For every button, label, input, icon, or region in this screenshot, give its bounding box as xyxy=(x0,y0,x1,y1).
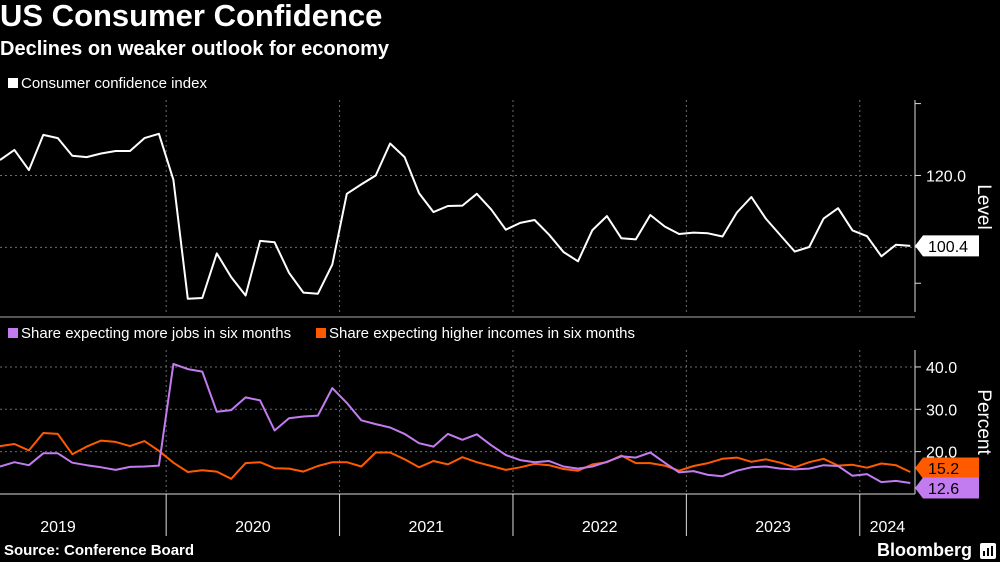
x-tick-label-2020: 2020 xyxy=(235,519,271,536)
top-y-ticks: 120.0 xyxy=(915,103,966,284)
brand-logo-text: Bloomberg xyxy=(876,540,972,560)
confidence-end-label-text: 100.4 xyxy=(928,239,968,256)
legend-label-confidence: Consumer confidence index xyxy=(21,75,207,92)
end-value-labels: 100.4 15.2 12.6 xyxy=(915,235,979,499)
bottom-y-axis-label: Percent xyxy=(973,389,994,455)
incomes-end-label-text: 15.2 xyxy=(928,461,959,478)
chart-subtitle: Declines on weaker outlook for economy xyxy=(0,38,389,60)
incomes-end-label: 15.2 xyxy=(915,457,979,479)
legend-label-jobs: Share expecting more jobs in six months xyxy=(21,325,291,342)
top-panel-grid xyxy=(0,100,915,312)
bottom-series xyxy=(0,363,911,484)
top-series xyxy=(0,132,911,300)
legend-swatch-jobs xyxy=(8,328,18,338)
chart-title: US Consumer Confidence xyxy=(0,0,383,33)
source-note: Source: Conference Board xyxy=(4,542,195,559)
consumer-confidence-line xyxy=(0,132,911,300)
top-ytick-label-0: 120.0 xyxy=(926,168,966,185)
incomes-end-label-bg xyxy=(915,457,979,479)
jobs-end-label-text: 12.6 xyxy=(928,481,959,498)
x-tick-label-2023: 2023 xyxy=(755,519,791,536)
bottom-ytick-label-0: 20.0 xyxy=(926,445,957,462)
x-tick-label-2024: 2024 xyxy=(870,519,906,536)
bottom-y-ticks: 20.0 30.0 40.0 xyxy=(915,360,957,462)
bottom-panel-grid xyxy=(0,350,915,494)
legend-swatch-confidence xyxy=(8,78,18,88)
jobs-end-label-bg xyxy=(915,477,979,499)
x-tick-label-2021: 2021 xyxy=(408,519,444,536)
legend-label-incomes: Share expecting higher incomes in six mo… xyxy=(329,325,635,342)
incomes-expectation-line xyxy=(0,432,911,480)
x-tick-label-2019: 2019 xyxy=(40,519,76,536)
jobs-expectation-line xyxy=(0,363,911,484)
bottom-ytick-label-2: 40.0 xyxy=(926,360,957,377)
top-y-axis-label: Level xyxy=(973,184,994,229)
x-tick-label-2022: 2022 xyxy=(582,519,618,536)
bloomberg-terminal-icon xyxy=(980,543,996,559)
legend-swatch-incomes xyxy=(316,328,326,338)
jobs-end-label: 12.6 xyxy=(915,477,979,499)
x-axis-ticks: 2019 2020 2021 2022 2023 2024 xyxy=(40,494,905,536)
bottom-ytick-label-1: 30.0 xyxy=(926,402,957,419)
confidence-end-label-bg xyxy=(915,235,979,257)
confidence-end-label: 100.4 xyxy=(915,235,979,257)
